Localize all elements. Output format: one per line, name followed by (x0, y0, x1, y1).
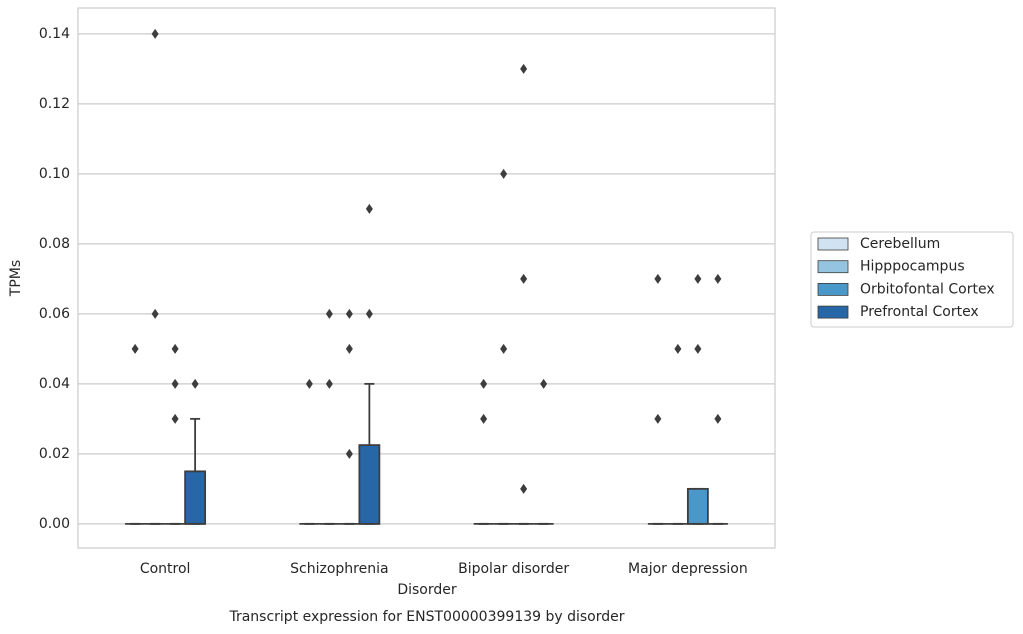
box (184, 470, 207, 525)
outlier (151, 28, 159, 39)
outlier (480, 413, 488, 424)
outlier (674, 343, 682, 354)
outlier (654, 273, 662, 284)
y-tick-label: 0.00 (39, 516, 70, 532)
outlier (191, 378, 199, 389)
y-tick-label: 0.14 (39, 26, 70, 42)
legend-label: Cerebellum (860, 236, 940, 252)
outlier (325, 378, 333, 389)
outlier (520, 273, 528, 284)
outlier (365, 203, 373, 214)
legend-swatch (817, 260, 849, 274)
outlier (694, 273, 702, 284)
outlier (171, 378, 179, 389)
outlier (714, 273, 722, 284)
x-axis-label: Disorder (397, 582, 457, 598)
x-tick-label: Major depression (628, 561, 748, 577)
legend-swatch (817, 282, 849, 296)
outlier (714, 413, 722, 424)
outlier (500, 343, 508, 354)
outlier (540, 378, 548, 389)
outlier (500, 168, 508, 179)
y-tick-label: 0.10 (39, 166, 70, 182)
y-tick-label: 0.04 (39, 376, 70, 392)
outlier (654, 413, 662, 424)
outlier (520, 63, 528, 74)
x-tick-label: Control (140, 561, 191, 577)
outlier (365, 308, 373, 319)
outlier (520, 483, 528, 494)
outlier (325, 308, 333, 319)
y-tick-label: 0.06 (39, 306, 70, 322)
outlier (171, 413, 179, 424)
legend-swatch (817, 305, 849, 319)
y-axis-label: TPMs (8, 260, 24, 297)
chart-title: Transcript expression for ENST0000039913… (228, 609, 624, 625)
legend-label: Hipppocampus (860, 259, 965, 275)
outlier (171, 343, 179, 354)
legend (810, 231, 1014, 328)
box (686, 487, 709, 525)
outlier (345, 448, 353, 459)
outlier (345, 308, 353, 319)
y-tick-label: 0.08 (39, 236, 70, 252)
y-tick-label: 0.02 (39, 446, 70, 462)
x-tick-label: Schizophrenia (290, 561, 388, 577)
outlier (480, 378, 488, 389)
outlier (694, 343, 702, 354)
outlier (305, 378, 313, 389)
outlier (131, 343, 139, 354)
plot-area (77, 7, 776, 549)
outlier (151, 308, 159, 319)
legend-label: Orbitofontal Cortex (860, 281, 995, 297)
outlier (345, 343, 353, 354)
y-tick-label: 0.12 (39, 96, 70, 112)
legend-swatch (817, 237, 849, 251)
x-tick-label: Bipolar disorder (458, 561, 569, 577)
legend-label: Prefrontal Cortex (860, 304, 979, 320)
box (358, 444, 381, 525)
